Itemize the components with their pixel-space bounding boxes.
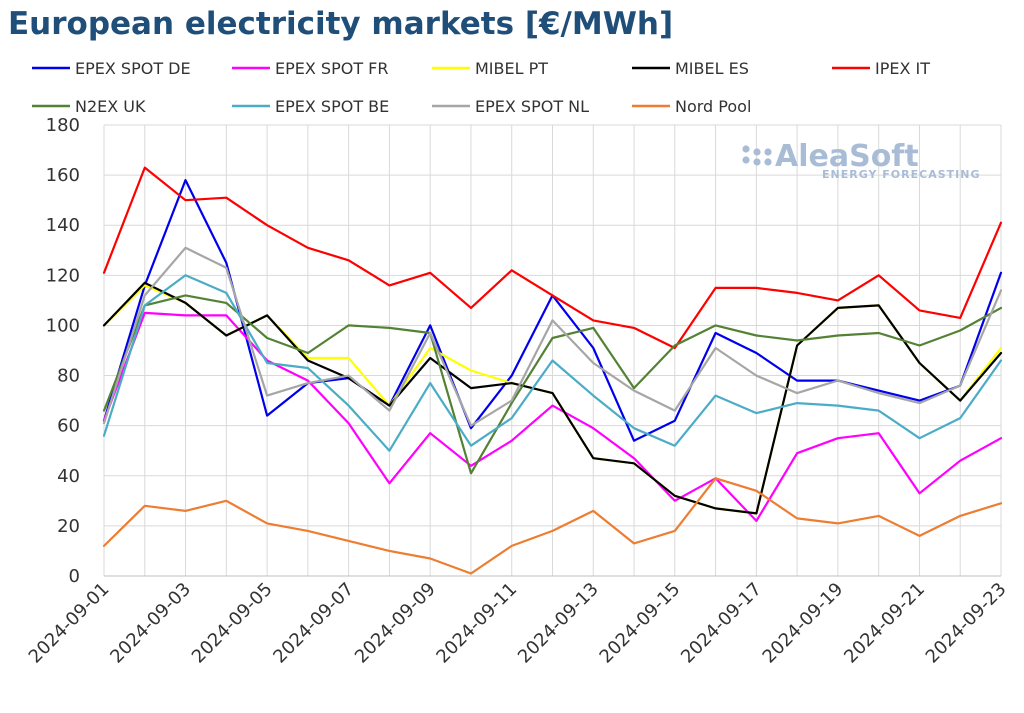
logo-dot — [764, 158, 772, 166]
legend-item-n2ex-uk: N2EX UK — [32, 97, 146, 116]
legend-item-epex-spot-fr: EPEX SPOT FR — [232, 59, 389, 78]
series-line-mibel-es — [102, 281, 1003, 515]
series-line-epex-spot-nl — [102, 246, 1003, 427]
legend-label-epex-spot-nl: EPEX SPOT NL — [475, 97, 589, 116]
logo-tagline: ENERGY FORECASTING — [822, 168, 980, 181]
y-tick-label: 0 — [69, 566, 80, 587]
y-tick-label: 80 — [57, 366, 80, 387]
legend-label-nord-pool: Nord Pool — [675, 97, 751, 116]
x-tick-label: 2024-09-09 — [351, 579, 440, 668]
legend: EPEX SPOT DE EPEX SPOT FR MIBEL PT MIBEL ES… — [32, 59, 930, 116]
legend-label-n2ex-uk: N2EX UK — [75, 97, 146, 116]
x-tick-label: 2024-09-13 — [514, 579, 603, 668]
y-tick-label: 180 — [46, 115, 80, 136]
logo-dot — [764, 148, 772, 156]
x-tick-label: 2024-09-05 — [188, 579, 277, 668]
series-line-epex-spot-be — [102, 274, 1003, 452]
x-tick-label: 2024-09-11 — [432, 579, 521, 668]
legend-item-epex-spot-nl: EPEX SPOT NL — [432, 97, 589, 116]
legend-label-mibel-es: MIBEL ES — [675, 59, 749, 78]
legend-label-epex-spot-be: EPEX SPOT BE — [275, 97, 389, 116]
legend-label-epex-spot-fr: EPEX SPOT FR — [275, 59, 389, 78]
y-tick-label: 60 — [57, 416, 80, 437]
y-tick-label: 20 — [57, 516, 80, 537]
chart-title: European electricity markets [€/MWh] — [8, 6, 674, 42]
y-tick-label: 40 — [57, 466, 80, 487]
x-tick-label: 2024-09-17 — [677, 579, 766, 668]
x-tick-label: 2024-09-19 — [759, 579, 848, 668]
y-tick-label: 140 — [46, 215, 80, 236]
legend-label-epex-spot-de: EPEX SPOT DE — [75, 59, 191, 78]
logo-dot — [753, 158, 761, 166]
series-line-nord-pool — [102, 477, 1003, 575]
legend-label-ipex-it: IPEX IT — [875, 59, 930, 78]
logo-dot — [742, 145, 750, 153]
x-tick-label: 2024-09-15 — [596, 579, 685, 668]
series-line-n2ex-uk — [102, 294, 1003, 475]
legend-item-mibel-es: MIBEL ES — [632, 59, 749, 78]
legend-item-mibel-pt: MIBEL PT — [432, 59, 548, 78]
series-layer — [102, 166, 1003, 575]
x-tick-label: 2024-09-23 — [922, 579, 1011, 668]
legend-item-epex-spot-de: EPEX SPOT DE — [32, 59, 191, 78]
series-line-epex-spot-fr — [102, 311, 1003, 523]
series-line-ipex-it — [102, 166, 1003, 350]
y-tick-label: 100 — [46, 315, 80, 336]
legend-item-ipex-it: IPEX IT — [832, 59, 930, 78]
legend-item-nord-pool: Nord Pool — [632, 97, 751, 116]
x-tick-label: 2024-09-03 — [106, 579, 195, 668]
y-tick-label: 120 — [46, 265, 80, 286]
x-tick-label: 2024-09-21 — [840, 579, 929, 668]
legend-label-mibel-pt: MIBEL PT — [475, 59, 548, 78]
legend-item-epex-spot-be: EPEX SPOT BE — [232, 97, 389, 116]
y-tick-label: 160 — [46, 165, 80, 186]
logo-dot — [753, 148, 761, 156]
logo-name: AleaSoft — [775, 139, 919, 174]
logo-dot — [742, 156, 750, 164]
x-tick-label: 2024-09-01 — [25, 579, 114, 668]
x-tick-label: 2024-09-07 — [269, 579, 358, 668]
